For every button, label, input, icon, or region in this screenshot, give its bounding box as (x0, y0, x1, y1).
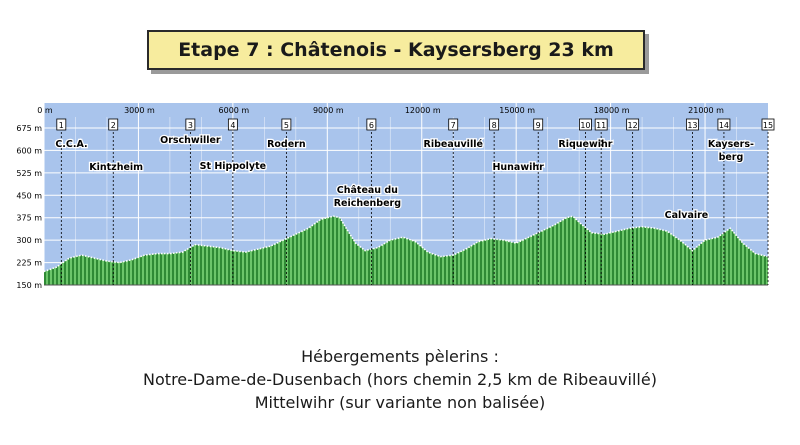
stage-title-text: Etape 7 : Châtenois - Kaysersberg 23 km (178, 39, 614, 61)
stage-title: Etape 7 : Châtenois - Kaysersberg 23 km (147, 30, 645, 70)
waypoint-marker (594, 118, 608, 131)
waypoint-label: Orschwiller (160, 135, 221, 146)
y-tick-label: 375 m (16, 214, 42, 223)
waypoint-label: Kaysers- (708, 139, 754, 150)
x-tick-label: 18000 m (594, 106, 630, 115)
lodging-info: Hébergements pèlerins : Notre-Dame-de-Du… (0, 345, 800, 414)
waypoint-number: 12 (628, 121, 638, 130)
y-tick-label: 600 m (16, 146, 42, 155)
x-tick-label: 6000 m (219, 106, 250, 115)
waypoint-number: 3 (188, 121, 193, 130)
waypoint-marker (579, 118, 592, 131)
waypoint-marker (227, 118, 238, 131)
waypoint-marker (626, 118, 640, 131)
waypoint-number: 7 (451, 121, 456, 130)
y-tick-label: 300 m (16, 236, 42, 245)
waypoint-label: Riquewihr (558, 139, 612, 150)
lodging-heading: Hébergements pèlerins : (301, 347, 499, 366)
waypoint-label: Château du (337, 185, 398, 196)
y-tick-label: 150 m (16, 281, 42, 290)
waypoint-marker (366, 118, 377, 131)
y-tick-label: 450 m (16, 191, 42, 200)
x-tick-label: 3000 m (124, 106, 155, 115)
waypoint-marker (761, 118, 775, 131)
lodging-dusenbach: Notre-Dame-de-Dusenbach (hors chemin 2,5… (143, 370, 657, 389)
waypoint-number: 14 (719, 121, 729, 130)
x-tick-label: 12000 m (405, 106, 441, 115)
waypoint-number: 6 (369, 121, 374, 130)
waypoint-number: 8 (492, 121, 497, 130)
waypoint-label: C.C.A. (55, 139, 87, 150)
x-tick-label: 21000 m (688, 106, 724, 115)
x-tick-label: 15000 m (499, 106, 535, 115)
waypoint-label: Kintzheim (89, 162, 143, 173)
waypoint-number: 4 (230, 121, 235, 130)
elevation-line (43, 215, 769, 273)
waypoint-number: 11 (596, 121, 606, 130)
waypoint-number: 15 (763, 121, 773, 130)
waypoint-number: 9 (536, 121, 541, 130)
waypoint-number: 10 (580, 121, 590, 130)
waypoint-marker (185, 118, 196, 131)
waypoint-number: 2 (111, 121, 116, 130)
waypoint-label: St Hippolyte (200, 161, 266, 172)
x-tick-label: 9000 m (313, 106, 344, 115)
waypoint-label: Reichenberg (334, 198, 401, 209)
lodging-mittelwihr: Mittelwihr (sur variante non balisée) (254, 393, 546, 412)
waypoint-label: Ribeauvillé (424, 139, 483, 150)
waypoint-marker (717, 118, 731, 131)
waypoint-marker (56, 118, 67, 131)
y-tick-label: 525 m (16, 169, 42, 178)
y-tick-label: 675 m (16, 124, 42, 133)
waypoint-marker (448, 118, 459, 131)
waypoint-label: Calvaire (665, 210, 709, 221)
x-tick-label: 0 m (37, 106, 53, 115)
waypoint-number: 13 (687, 121, 697, 130)
waypoint-number: 5 (284, 121, 289, 130)
waypoint-number: 1 (59, 121, 64, 130)
waypoint-marker (489, 118, 500, 131)
y-tick-label: 225 m (16, 259, 42, 268)
waypoint-label: Hunawihr (492, 162, 544, 173)
elevation-area (44, 216, 768, 285)
waypoint-marker (686, 118, 699, 131)
waypoint-label: berg (719, 152, 744, 163)
waypoint-label: Rodern (267, 139, 306, 150)
waypoint-marker (533, 118, 544, 131)
waypoint-marker (108, 118, 119, 131)
waypoint-marker (281, 118, 292, 131)
